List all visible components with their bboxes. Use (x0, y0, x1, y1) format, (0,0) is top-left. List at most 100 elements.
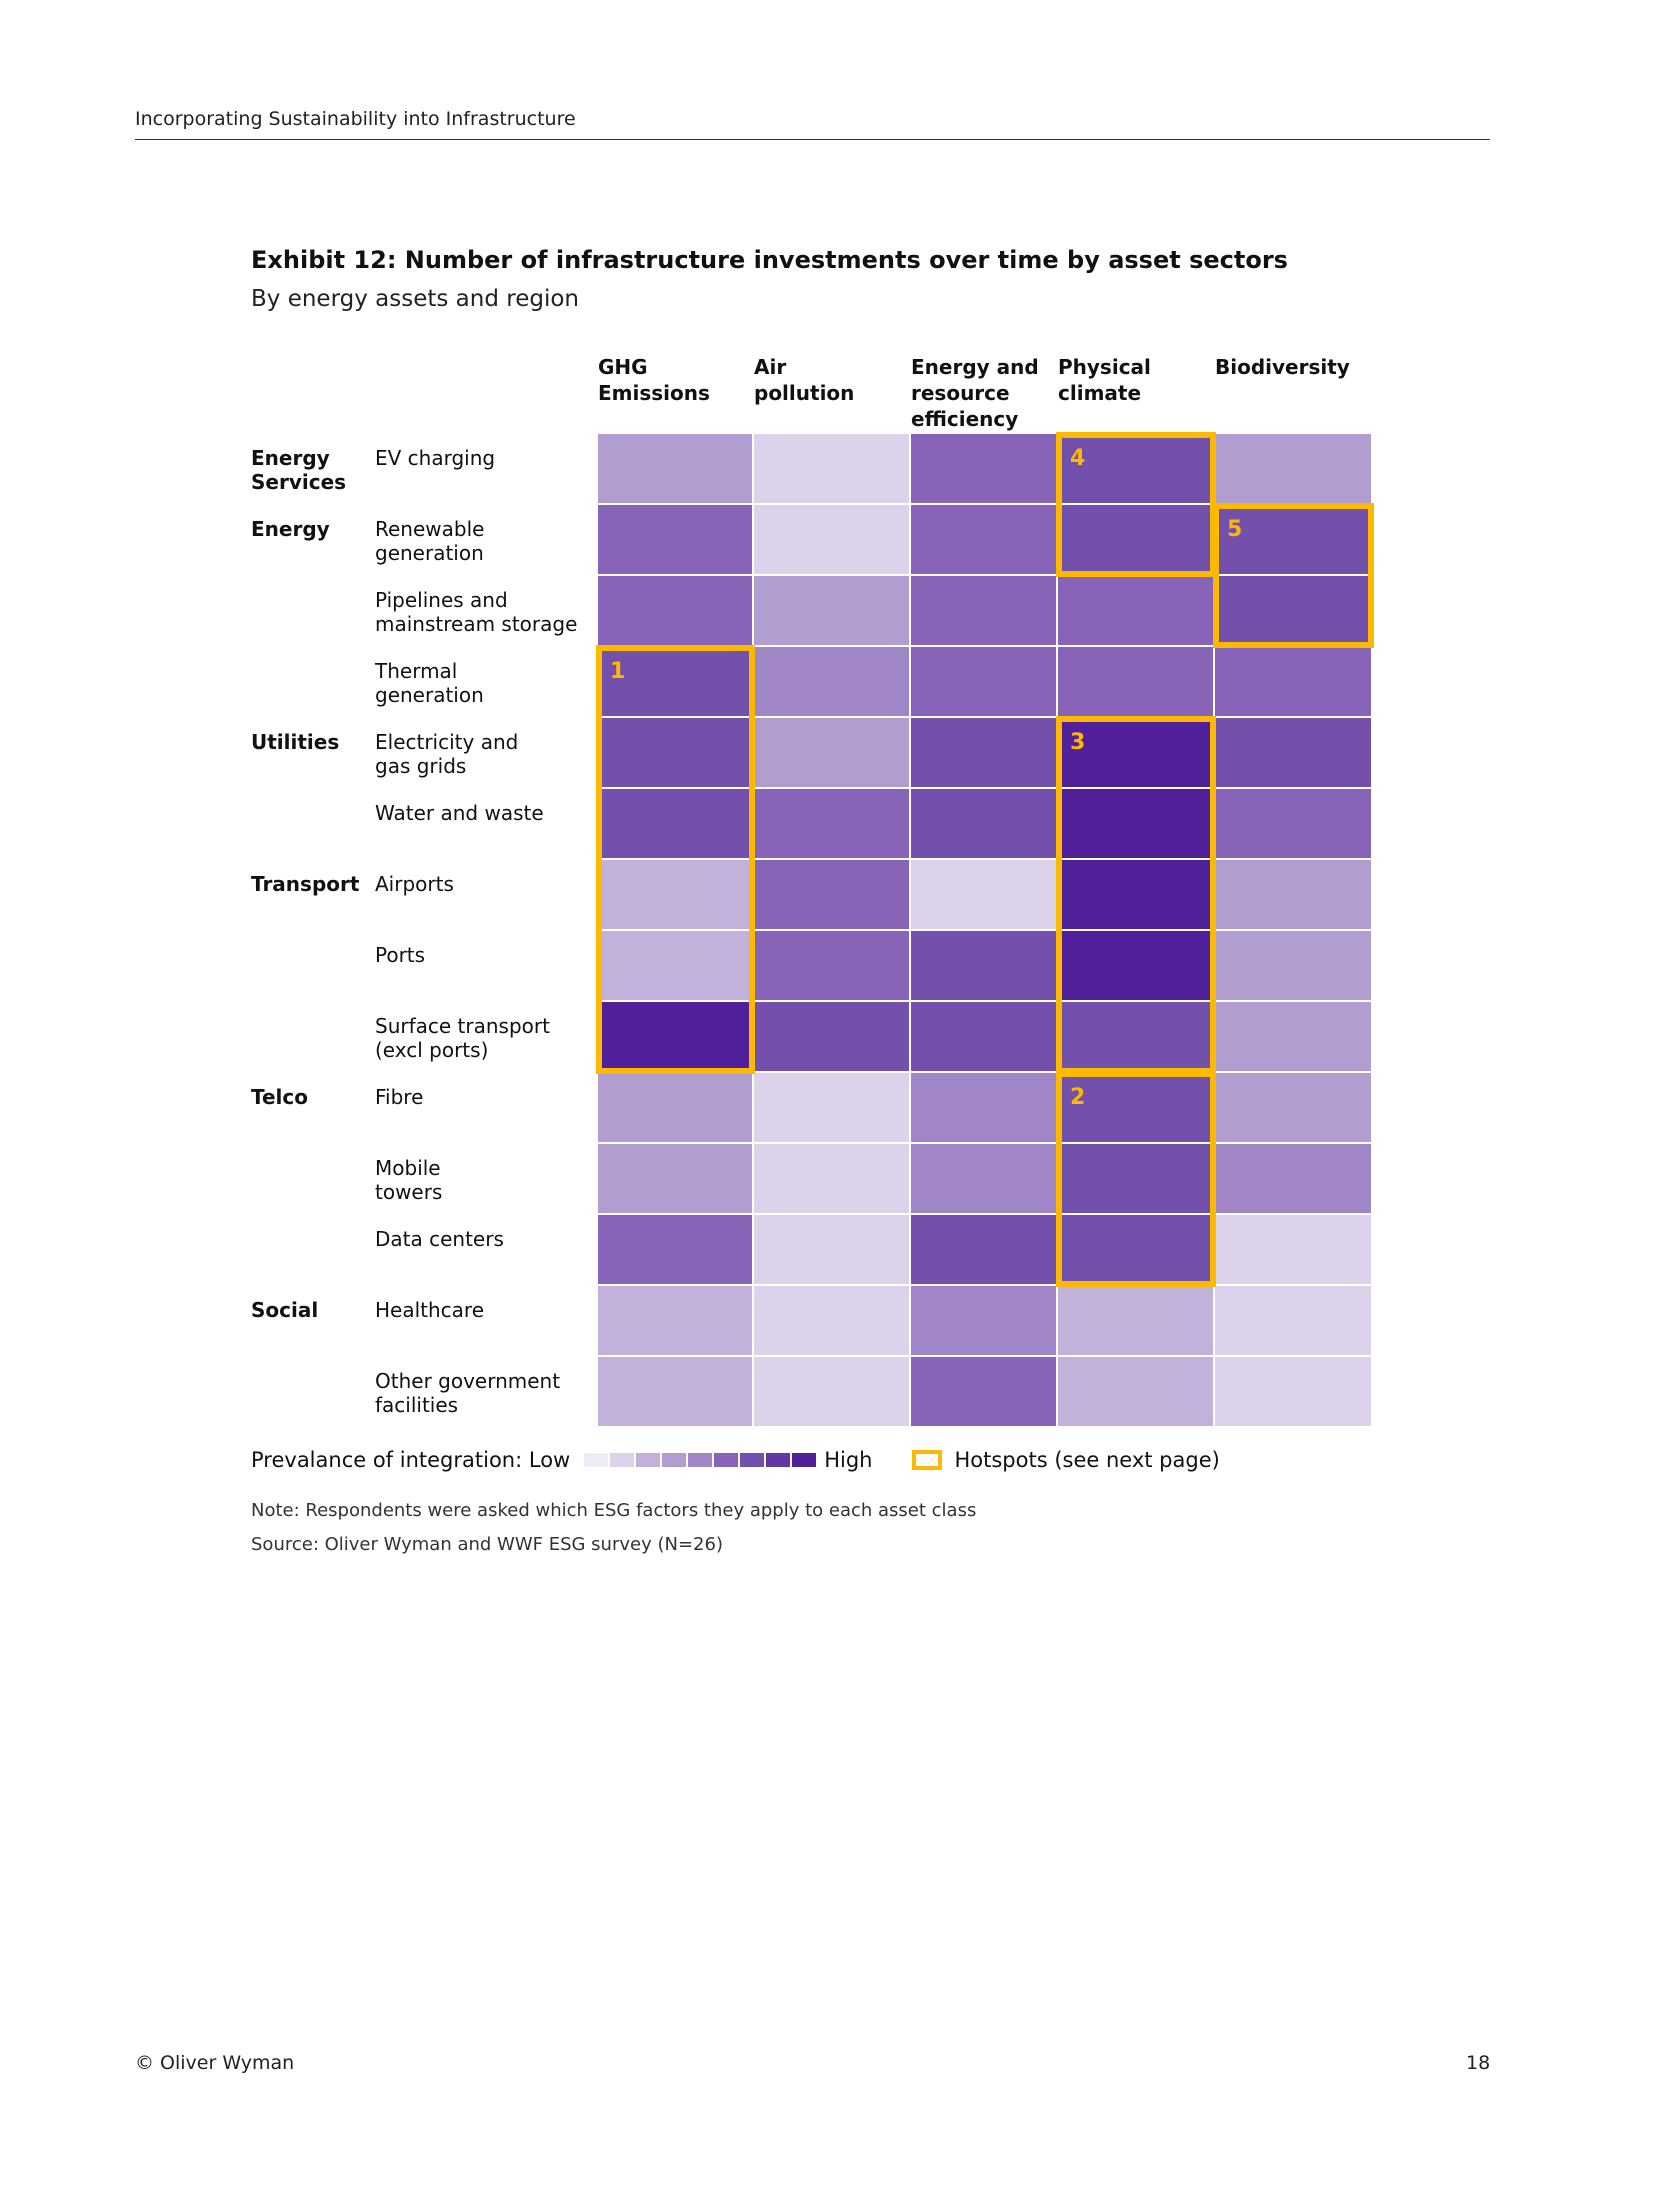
heatmap-cell (1058, 1144, 1215, 1215)
heatmap-cell (598, 789, 754, 860)
legend-swatch (636, 1453, 661, 1467)
heatmap-cell (1058, 434, 1215, 505)
hotspot-box (596, 645, 755, 1074)
hotspot-box (1213, 503, 1374, 648)
legend-swatch (688, 1453, 713, 1467)
heatmap-cell (754, 576, 911, 647)
hotspot-number: 3 (1070, 730, 1086, 755)
row-label: Data centers (375, 1227, 504, 1251)
heatmap-cell (911, 718, 1058, 789)
hotspot-swatch (912, 1450, 943, 1470)
footer-copyright: © Oliver Wyman (135, 2052, 295, 2074)
heatmap-cell (911, 860, 1058, 931)
heatmap-cell (1058, 576, 1215, 647)
running-header: Incorporating Sustainability into Infras… (135, 108, 576, 130)
hotspot-number: 2 (1070, 1085, 1086, 1110)
column-header: Biodiversity (1215, 355, 1350, 379)
chart-source: Source: Oliver Wyman and WWF ESG survey … (251, 1534, 723, 1555)
heatmap-cell (1215, 1357, 1373, 1428)
heatmap-cell (754, 1286, 911, 1357)
column-header: GHG Emissions (598, 355, 710, 405)
legend-swatch (766, 1453, 791, 1467)
heatmap-cell (1215, 647, 1373, 718)
heatmap-cell (598, 1215, 754, 1286)
heatmap-cell (1215, 789, 1373, 860)
heatmap-cell (1058, 931, 1215, 1002)
hotspot-number: 4 (1070, 446, 1086, 471)
heatmap-cell (598, 1144, 754, 1215)
legend-low-label: Prevalance of integration: Low (251, 1448, 571, 1472)
row-label: Healthcare (375, 1298, 485, 1322)
heatmap-cell (598, 1002, 754, 1073)
legend-swatch (792, 1453, 817, 1467)
row-label: Water and waste (375, 801, 544, 825)
heatmap-cell (911, 931, 1058, 1002)
heatmap-cell (1058, 1286, 1215, 1357)
heatmap-cell (911, 576, 1058, 647)
heatmap-cell (1215, 718, 1373, 789)
row-group-label: Energy (251, 517, 330, 541)
page-number: 18 (1466, 2052, 1491, 2074)
chart-note: Note: Respondents were asked which ESG f… (251, 1500, 977, 1521)
hotspot-box (1056, 716, 1216, 1074)
heatmap-cell (1058, 647, 1215, 718)
heatmap-cell (1058, 1073, 1215, 1144)
heatmap-cell (754, 718, 911, 789)
column-header: Air pollution (754, 355, 855, 405)
heatmap-cell (911, 789, 1058, 860)
heatmap-cell (911, 647, 1058, 718)
heatmap-cell (754, 789, 911, 860)
heatmap-cell (754, 1073, 911, 1144)
heatmap-cell (1058, 789, 1215, 860)
chart-subtitle: By energy assets and region (251, 286, 579, 312)
heatmap-cell (911, 1286, 1058, 1357)
heatmap-cell (911, 1002, 1058, 1073)
heatmap-cell (598, 1286, 754, 1357)
row-group-label: Social (251, 1298, 319, 1322)
heatmap-cell (598, 860, 754, 931)
row-group-label: Utilities (251, 730, 340, 754)
row-label: Thermal generation (375, 659, 484, 707)
hotspot-number: 5 (1227, 517, 1243, 542)
heatmap-cell (911, 434, 1058, 505)
hotspot-box (1056, 1071, 1216, 1287)
heatmap-cell (754, 1002, 911, 1073)
heatmap-cell (598, 718, 754, 789)
heatmap-cell (598, 647, 754, 718)
heatmap-cell (1215, 1002, 1373, 1073)
column-header: Physical climate (1058, 355, 1151, 405)
legend-swatch (584, 1453, 609, 1467)
row-label: Airports (375, 872, 454, 896)
heatmap-cell (1215, 1286, 1373, 1357)
header-divider (135, 139, 1490, 140)
row-label: Electricity and gas grids (375, 730, 519, 778)
heatmap-cell (911, 505, 1058, 576)
legend-swatch (662, 1453, 687, 1467)
heatmap-cell (1215, 1215, 1373, 1286)
row-label: Ports (375, 943, 426, 967)
row-label: Mobile towers (375, 1156, 443, 1204)
heatmap-cell (598, 1357, 754, 1428)
heatmap-cell (598, 434, 754, 505)
heatmap-cell (754, 860, 911, 931)
heatmap-cell (754, 505, 911, 576)
heatmap-cell (1058, 1357, 1215, 1428)
legend-gradient (584, 1453, 818, 1467)
row-label: Pipelines and mainstream storage (375, 588, 578, 636)
heatmap-cell (1215, 1073, 1373, 1144)
heatmap-cell (911, 1357, 1058, 1428)
row-group-label: Energy Services (251, 446, 347, 494)
heatmap-cell (1215, 1144, 1373, 1215)
heatmap-cell (754, 1357, 911, 1428)
heatmap-cell (754, 1215, 911, 1286)
legend-hotspots-label: Hotspots (see next page) (954, 1448, 1220, 1472)
heatmap-cell (598, 576, 754, 647)
heatmap-cell (1215, 860, 1373, 931)
heatmap-cell (911, 1073, 1058, 1144)
column-header: Energy and resource efficiency (911, 355, 1039, 431)
row-group-label: Telco (251, 1085, 309, 1109)
hotspot-number: 1 (610, 659, 626, 684)
heatmap-cell (1058, 1002, 1215, 1073)
heatmap-cell (1215, 931, 1373, 1002)
heatmap-cell (754, 1144, 911, 1215)
